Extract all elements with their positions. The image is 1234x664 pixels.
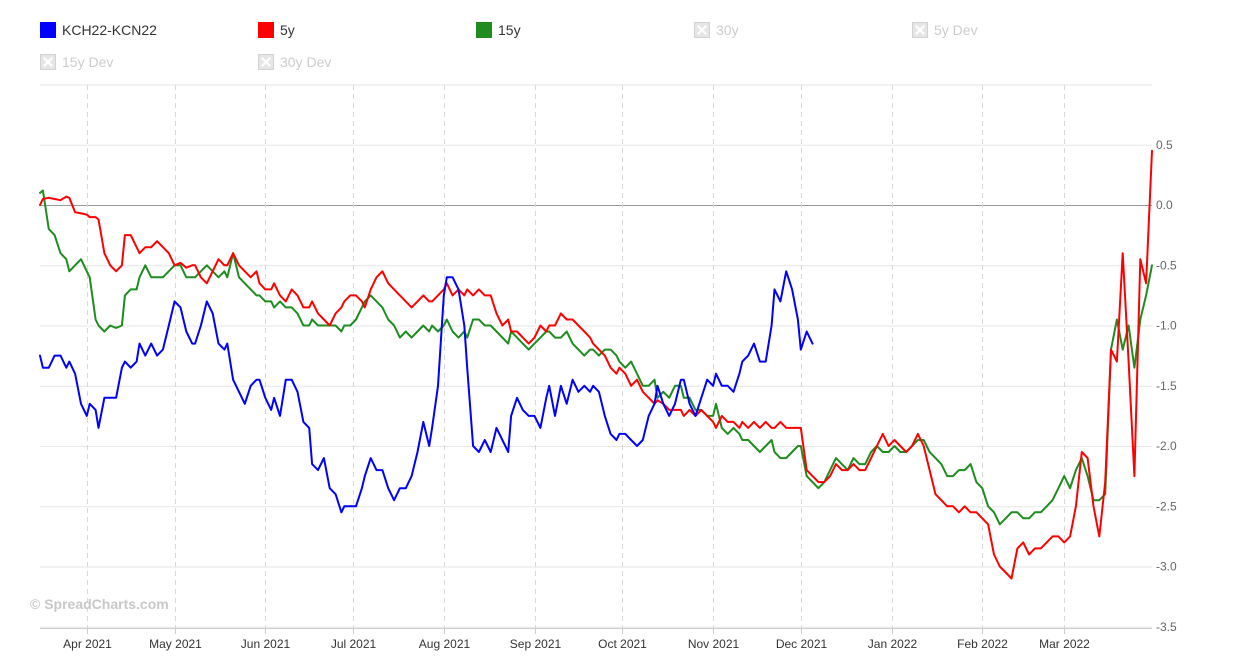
legend-item-5y[interactable]: 5y (258, 21, 295, 39)
legend-item-5y-dev[interactable]: 5y Dev (912, 21, 978, 39)
x-tick-label: Oct 2021 (598, 637, 647, 651)
y-tick-label: -2.0 (1156, 439, 1177, 453)
legend-item-15y-dev[interactable]: 15y Dev (40, 53, 113, 71)
x-tick-label: Aug 2021 (419, 637, 471, 651)
chart-legend: KCH22-KCN22 5y 15y 30y 5y Dev 15y Dev 30y Dev (0, 0, 1234, 80)
y-tick-label: -2.5 (1156, 499, 1177, 513)
x-tick-label: Mar 2022 (1039, 637, 1090, 651)
legend-item-kch22-kcn22[interactable]: KCH22-KCN22 (40, 21, 157, 39)
y-tick-label: 0.5 (1156, 138, 1173, 152)
x-tick-label: Apr 2021 (63, 637, 112, 651)
legend-item-30y-dev[interactable]: 30y Dev (258, 53, 331, 71)
legend-swatch (258, 22, 274, 38)
x-tick-label: Jun 2021 (241, 637, 291, 651)
y-tick-label: -3.5 (1156, 620, 1177, 634)
legend-swatch (694, 22, 710, 38)
grid-lines (40, 84, 1152, 634)
axis-labels: 0.5 0.0 -0.5 -1.0 -1.5 -2.0 -2.5 -3.0 -3.5 Apr 20… (63, 138, 1177, 651)
legend-swatch (476, 22, 492, 38)
legend-swatch (40, 54, 56, 70)
legend-item-15y[interactable]: 15y (476, 21, 521, 39)
legend-label: 15y (498, 22, 521, 38)
series-line-5y (39, 149, 1153, 580)
y-tick-label: -0.5 (1156, 258, 1177, 272)
legend-item-30y[interactable]: 30y (694, 21, 739, 39)
legend-label: 5y (280, 22, 295, 38)
legend-label: KCH22-KCN22 (62, 22, 157, 38)
x-tick-label: May 2021 (149, 637, 202, 651)
watermark-text: © SpreadCharts.com (30, 596, 169, 612)
x-tick-label: Jul 2021 (331, 637, 377, 651)
legend-label: 30y Dev (280, 54, 332, 70)
y-tick-label: -1.0 (1156, 319, 1177, 333)
x-tick-label: Nov 2021 (688, 637, 740, 651)
x-tick-label: Feb 2022 (957, 637, 1008, 651)
x-tick-label: Jan 2022 (868, 637, 918, 651)
legend-swatch (912, 22, 928, 38)
y-tick-label: -3.0 (1156, 560, 1177, 574)
series-line-kch22-kcn22 (39, 270, 814, 514)
legend-swatch (40, 22, 56, 38)
legend-label: 30y (716, 22, 739, 38)
legend-swatch (258, 54, 274, 70)
series-lines (39, 149, 1153, 580)
x-tick-label: Dec 2021 (776, 637, 828, 651)
series-line-15y (39, 189, 1153, 526)
y-tick-label: 0.0 (1156, 198, 1173, 212)
legend-label: 15y Dev (62, 54, 114, 70)
y-tick-label: -1.5 (1156, 379, 1177, 393)
x-tick-label: Sep 2021 (510, 637, 562, 651)
legend-label: 5y Dev (934, 22, 978, 38)
